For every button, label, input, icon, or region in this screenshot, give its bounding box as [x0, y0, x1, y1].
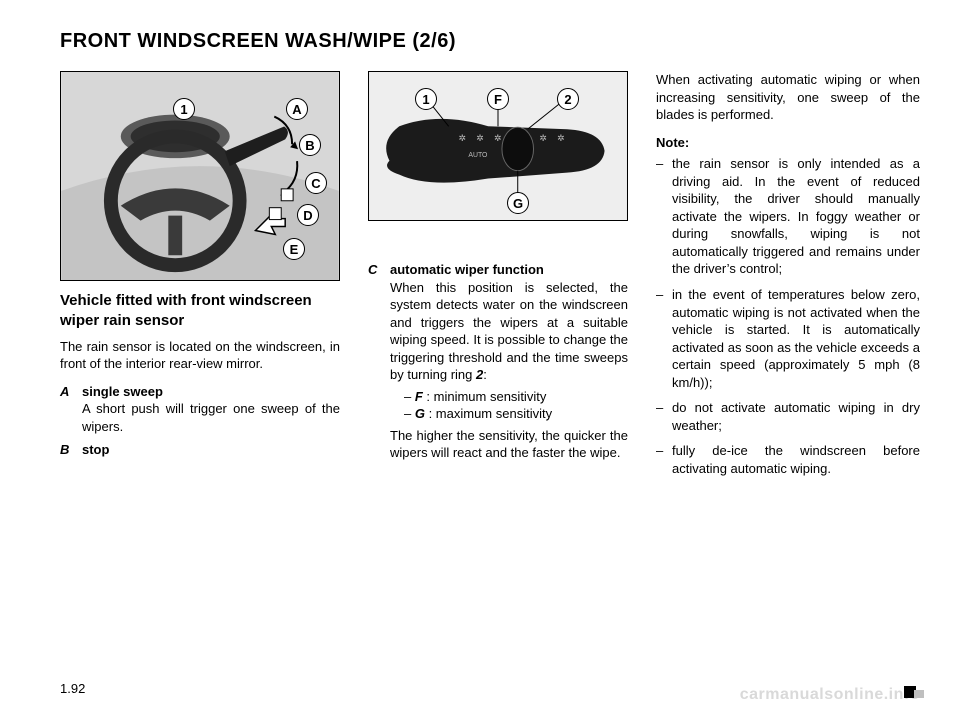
manual-page: FRONT WINDSCREEN WASH/WIPE (2/6) 34512: [0, 0, 960, 710]
def-B: B stop: [60, 441, 340, 459]
sens-F-text: : minimum sensitivity: [423, 389, 547, 404]
svg-text:AUTO: AUTO: [468, 152, 488, 159]
svg-text:✲: ✲: [476, 133, 483, 143]
note-item-3: do not activate automatic wiping in dry …: [656, 399, 920, 434]
column-left: 34512: [60, 71, 340, 485]
svg-text:✲: ✲: [539, 133, 546, 143]
def-B-key: B: [60, 441, 82, 459]
callout-1: 1: [173, 98, 195, 120]
callout-C: C: [305, 172, 327, 194]
def-A-title: single sweep: [82, 384, 163, 399]
def-A-val: single sweep A short push will trigger o…: [82, 383, 340, 436]
callout-E: E: [283, 238, 305, 260]
svg-text:✲: ✲: [557, 133, 564, 143]
def-A-key: A: [60, 383, 82, 436]
sens-G: G : maximum sensitivity: [404, 405, 628, 423]
def-C: C automatic wiper function When this pos…: [368, 261, 628, 462]
column-middle: 34513 ✲ ✲ ✲ ✲ ✲ AUTO: [368, 71, 628, 485]
page-number: 1.92: [60, 681, 85, 696]
sens-G-key: G: [415, 406, 425, 421]
callout2-G: G: [507, 192, 529, 214]
def-C-body: When this position is selected, the syst…: [390, 280, 628, 383]
svg-text:✲: ✲: [494, 133, 501, 143]
note-item-2: in the event of temperatures below zero,…: [656, 286, 920, 391]
note-item-1: the rain sensor is only intended as a dr…: [656, 155, 920, 278]
callout-B: B: [299, 134, 321, 156]
def-C-key: C: [368, 261, 390, 462]
note-item-4: fully de-ice the windscreen before activ…: [656, 442, 920, 477]
columns: 34512: [60, 71, 920, 485]
def-A: A single sweep A short push will trigger…: [60, 383, 340, 436]
note-list: the rain sensor is only intended as a dr…: [656, 155, 920, 477]
def-B-val: stop: [82, 441, 340, 459]
watermark: carmanualsonline.info: [740, 686, 920, 704]
figure-stalk-top: 34513 ✲ ✲ ✲ ✲ ✲ AUTO: [368, 71, 628, 221]
def-A-body: A short push will trigger one sweep of t…: [82, 401, 340, 434]
right-lead: When activating automatic wiping or when…: [656, 71, 920, 124]
sens-G-text: : maximum sensitivity: [425, 406, 552, 421]
column-right: When activating automatic wiping or when…: [656, 71, 920, 485]
figure-steering-wheel: 34512: [60, 71, 340, 281]
callout2-1: 1: [415, 88, 437, 110]
callout2-F: F: [487, 88, 509, 110]
def-B-title: stop: [82, 442, 109, 457]
callout-D: D: [297, 204, 319, 226]
def-C-colon: :: [483, 367, 487, 382]
corner-marker-2: [914, 690, 924, 698]
callout2-2: 2: [557, 88, 579, 110]
left-subheading: Vehicle fitted with front windscreen wip…: [60, 291, 340, 332]
sensitivity-list: F : minimum sensitivity G : maximum sens…: [390, 388, 628, 423]
svg-text:✲: ✲: [459, 133, 466, 143]
callout-A: A: [286, 98, 308, 120]
note-heading: Note:: [656, 134, 920, 152]
sens-F-key: F: [415, 389, 423, 404]
def-C-title: automatic wiper function: [390, 262, 544, 277]
def-C-val: automatic wiper function When this posit…: [390, 261, 628, 462]
def-C-tail: The higher the sensitivity, the quicker …: [390, 428, 628, 461]
page-title: FRONT WINDSCREEN WASH/WIPE (2/6): [60, 30, 920, 53]
left-intro: The rain sensor is located on the windsc…: [60, 338, 340, 373]
sens-F: F : minimum sensitivity: [404, 388, 628, 406]
